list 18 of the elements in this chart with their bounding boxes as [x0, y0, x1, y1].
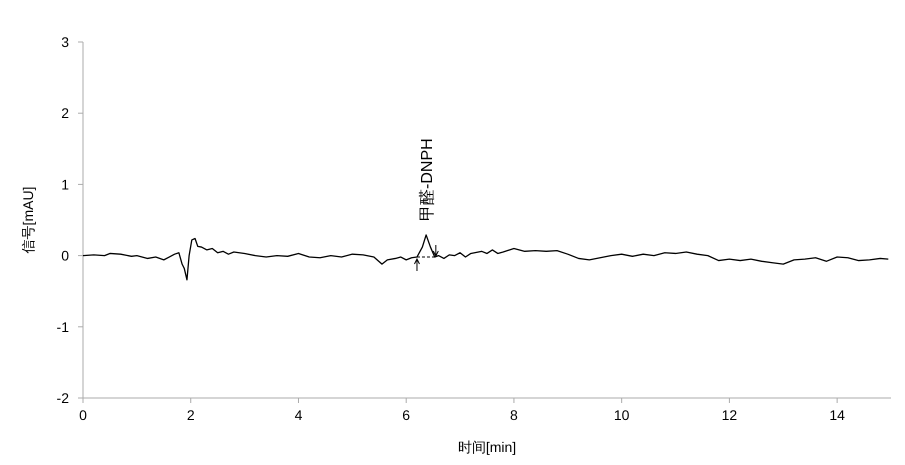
y-tick-label: 2 [61, 105, 70, 122]
y-axis-title: 信号[mAU] [20, 186, 36, 254]
x-axis-title: 时间[min] [458, 439, 516, 455]
line-series [82, 234, 889, 280]
y-tick-label: -2 [56, 390, 70, 406]
y-tick-label: 0 [61, 248, 70, 264]
y-tick-label: 3 [61, 34, 70, 50]
x-tick-label: 14 [829, 407, 846, 423]
x-tick-label: 4 [294, 407, 303, 423]
x-tick-label: 10 [614, 407, 630, 423]
y-tick-label: -1 [56, 318, 70, 335]
x-tick-label: 0 [79, 407, 88, 423]
x-tick-label: 6 [402, 407, 410, 423]
x-tick-label: 2 [186, 407, 195, 423]
x-tick-label: 12 [722, 407, 738, 423]
annotation: 甲醛-DNPH [418, 138, 436, 221]
y-tick-label: 1 [61, 176, 70, 192]
x-tick-label: 8 [510, 407, 518, 423]
